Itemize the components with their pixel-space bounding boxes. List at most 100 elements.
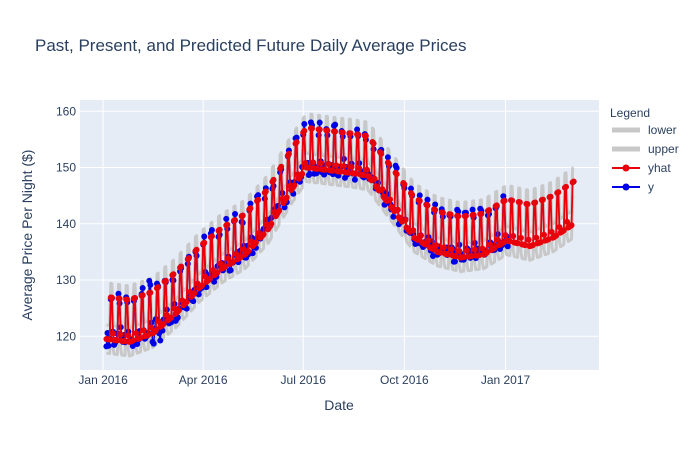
yhat-point — [560, 227, 567, 234]
y-point — [105, 342, 112, 349]
yhat-point — [285, 150, 292, 157]
yhat-point — [116, 295, 123, 302]
y-point — [293, 134, 300, 141]
y-point — [306, 171, 313, 178]
yhat-point — [432, 207, 439, 214]
y-tick-label: 160 — [56, 104, 76, 118]
yhat-point — [316, 126, 323, 133]
yhat-point — [222, 263, 229, 270]
chart-title: Past, Present, and Predicted Future Dail… — [35, 36, 467, 55]
yhat-point — [555, 189, 562, 196]
legend-item-lower: lower — [612, 123, 677, 137]
yhat-point — [325, 161, 332, 168]
yhat-point — [170, 271, 177, 278]
y-point — [255, 192, 262, 199]
yhat-point — [548, 228, 555, 235]
yhat-point — [332, 128, 339, 135]
yhat-point — [416, 197, 423, 204]
y-point — [407, 185, 414, 192]
y-point — [504, 243, 511, 250]
x-tick-label: Jan 2017 — [481, 373, 531, 387]
yhat-point — [401, 181, 408, 188]
yhat-point — [168, 314, 175, 321]
yhat-point — [425, 237, 432, 244]
y-point — [115, 290, 122, 297]
yhat-point — [494, 236, 501, 243]
yhat-point — [262, 188, 269, 195]
yhat-point — [114, 337, 121, 344]
legend-item-upper: upper — [612, 142, 679, 156]
yhat-point — [356, 165, 363, 172]
yhat-point — [447, 211, 454, 218]
yhat-point — [208, 233, 215, 240]
legend-label-y: y — [648, 180, 654, 194]
yhat-point — [317, 160, 324, 167]
yhat-point — [476, 252, 483, 259]
yhat-point — [455, 213, 462, 220]
y-point — [147, 281, 154, 288]
yhat-point — [139, 292, 146, 299]
yhat-point — [516, 199, 523, 206]
series-upper — [105, 112, 575, 330]
yhat-point — [410, 227, 417, 234]
yhat-point — [460, 254, 467, 261]
yhat-point — [371, 175, 378, 182]
yhat-point — [355, 131, 362, 138]
yhat-point — [339, 129, 346, 136]
yhat-point — [162, 277, 169, 284]
yhat-point — [429, 246, 436, 253]
yhat-point — [201, 239, 208, 246]
yhat-point — [491, 244, 498, 251]
yhat-point — [216, 226, 223, 233]
yhat-point — [268, 220, 275, 227]
legend-label-lower: lower — [648, 123, 677, 137]
yhat-point — [309, 125, 316, 132]
yhat-point — [214, 269, 221, 276]
yhat-point — [329, 167, 336, 174]
yhat-point — [393, 171, 400, 178]
yhat-point — [340, 163, 347, 170]
yhat-point — [362, 132, 369, 139]
yhat-point — [502, 232, 509, 239]
yhat-point — [533, 234, 540, 241]
yhat-point — [501, 197, 508, 204]
yhat-point — [470, 211, 477, 218]
series-yhat-markers — [103, 125, 577, 345]
yhat-point — [148, 324, 155, 331]
yhat-point — [378, 150, 385, 157]
y-point — [139, 285, 146, 292]
y-point — [301, 120, 308, 127]
y-point — [351, 176, 358, 183]
y-point — [201, 233, 208, 240]
yhat-point — [140, 327, 147, 334]
x-axis-title: Date — [324, 397, 354, 413]
yhat-point — [133, 330, 140, 337]
x-tick-label: Jan 2016 — [78, 373, 128, 387]
yhat-point — [108, 294, 115, 301]
yhat-point — [270, 176, 277, 183]
yhat-point — [532, 199, 539, 206]
yhat-point — [468, 253, 475, 260]
legend-title: Legend — [610, 106, 650, 120]
y-point — [416, 192, 423, 199]
x-axis-ticks: Jan 2016 Apr 2016 Jul 2016 Oct 2016 Jan 2017 — [78, 373, 530, 387]
yhat-point — [347, 130, 354, 137]
legend-marker-y — [622, 183, 630, 191]
y-point — [451, 258, 458, 265]
yhat-point — [433, 242, 440, 249]
yhat-point — [394, 206, 401, 213]
yhat-point — [239, 212, 246, 219]
y-axis-ticks: 120 130 140 150 160 — [56, 104, 76, 343]
y-point — [384, 154, 391, 161]
yhat-point — [487, 241, 494, 248]
yhat-point — [462, 212, 469, 219]
yhat-point — [301, 127, 308, 134]
yhat-point — [276, 207, 283, 214]
y-point — [432, 201, 439, 208]
yhat-point — [333, 162, 340, 169]
yhat-point — [345, 169, 352, 176]
y-tick-label: 140 — [56, 217, 76, 231]
yhat-point — [564, 218, 571, 225]
legend-label-yhat: yhat — [648, 161, 671, 175]
